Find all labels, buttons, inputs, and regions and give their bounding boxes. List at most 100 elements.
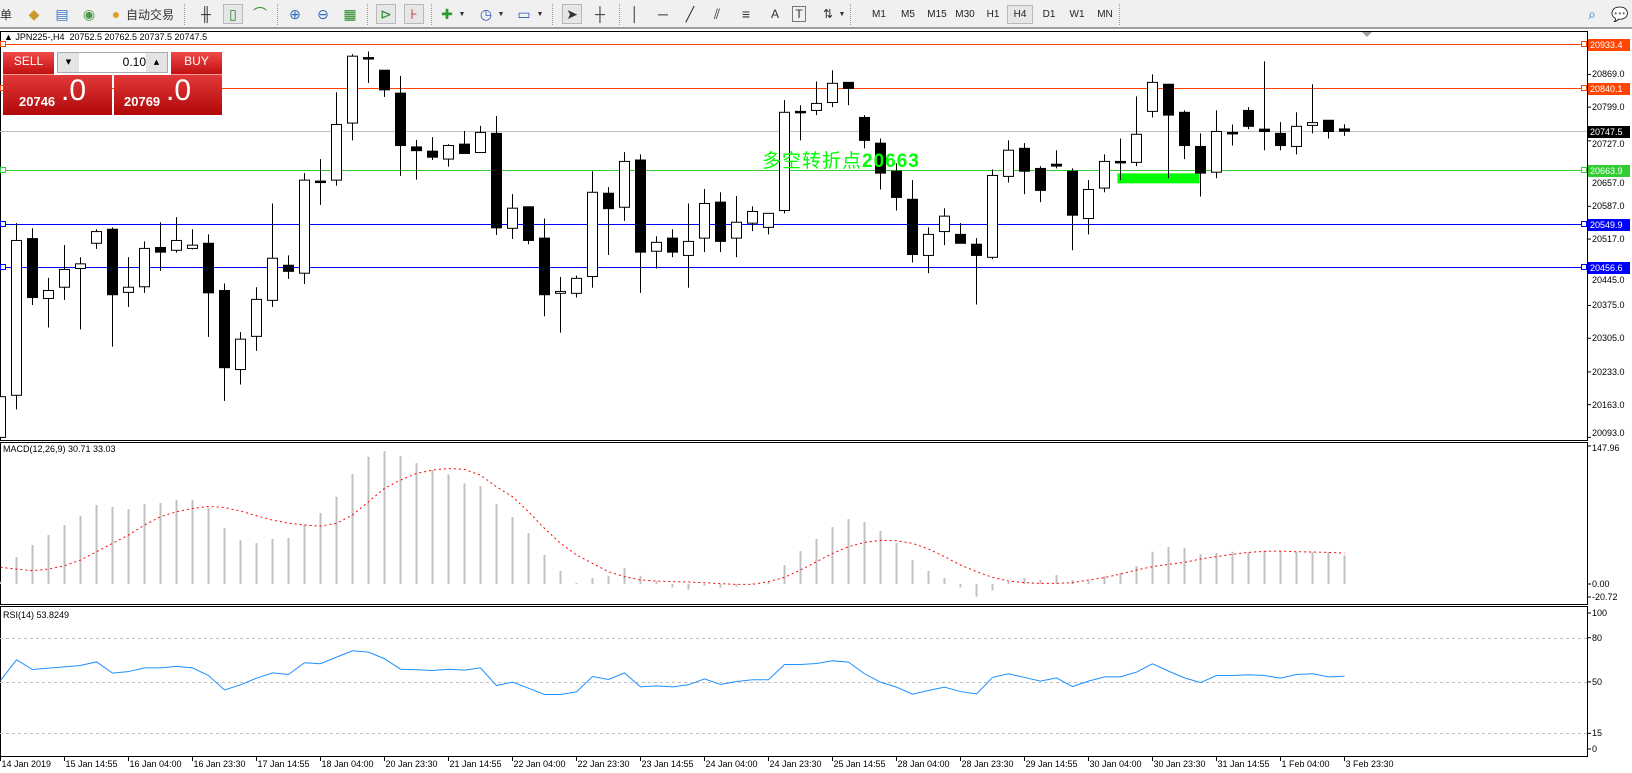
- gold-bars-icon[interactable]: ◆: [28, 5, 40, 22]
- rsi-axis-label: 100: [1592, 608, 1608, 618]
- candle-bearish: [107, 228, 118, 296]
- candle-bearish: [491, 132, 502, 229]
- bar-chart-icon[interactable]: ╫: [201, 6, 211, 22]
- horizontal-line-icon[interactable]: ─: [658, 6, 668, 22]
- sell-price-button[interactable]: 20746 .0: [3, 74, 112, 115]
- candle-bullish: [731, 221, 742, 239]
- chevron-down-icon[interactable]: ▼: [458, 10, 466, 18]
- candlestick-icon[interactable]: ▯: [223, 4, 243, 24]
- sell-button[interactable]: SELL: [3, 52, 54, 75]
- collapse-triangle-icon[interactable]: ▲: [4, 32, 16, 42]
- timeframe-w1[interactable]: W1: [1069, 9, 1085, 20]
- terminal-icon[interactable]: ▤: [55, 5, 69, 22]
- candle-bearish: [523, 206, 534, 241]
- symbol-ohlc: JPN225-,H4 20752.5 20762.5 20737.5 20747…: [15, 32, 208, 42]
- candle-bullish: [555, 290, 566, 294]
- auto-scroll-icon[interactable]: ⊦: [404, 4, 424, 24]
- time-axis-label: 18 Jan 04:00: [321, 759, 374, 769]
- add-indicator-icon[interactable]: ✚: [441, 5, 453, 22]
- time-axis-label: 23 Jan 14:55: [641, 759, 694, 769]
- periods-clock-icon[interactable]: ◷: [479, 5, 493, 22]
- zoom-in-icon[interactable]: ⊕: [289, 5, 301, 22]
- equidistant-channel-icon[interactable]: ⫽: [713, 5, 721, 22]
- volume-input[interactable]: 0.10: [122, 55, 146, 69]
- macd-panel-frame: [0, 442, 1588, 605]
- timeframe-m30[interactable]: M30: [955, 9, 975, 20]
- cursor-icon[interactable]: ➤: [562, 4, 582, 24]
- candle-bearish: [1179, 111, 1190, 147]
- time-axis-label: 22 Jan 23:30: [577, 759, 630, 769]
- trend-line-icon[interactable]: ╱: [685, 5, 695, 22]
- pivot-annotation[interactable]: 多空转折点20663: [762, 146, 920, 173]
- chevron-down-icon[interactable]: ▼: [536, 10, 544, 18]
- candle-bullish: [0, 396, 6, 438]
- candle-bullish: [59, 268, 70, 288]
- line-handle-icon[interactable]: [1581, 264, 1587, 270]
- buy-price-button[interactable]: 20769 .0: [114, 74, 222, 115]
- timeframe-h1[interactable]: H1: [986, 9, 1000, 20]
- text-label-icon[interactable]: T: [792, 6, 806, 22]
- auto-trading-button[interactable]: 自动交易: [126, 7, 175, 22]
- templates-icon[interactable]: ▭: [517, 5, 531, 22]
- new-order-label[interactable]: 单: [0, 7, 13, 22]
- line-chart-icon[interactable]: ⌒: [253, 6, 267, 22]
- price-axis-label: 20727.0: [1592, 138, 1625, 149]
- line-handle-icon[interactable]: [0, 41, 6, 47]
- zoom-out-icon[interactable]: ⊖: [317, 5, 329, 22]
- fibonacci-icon[interactable]: ≡: [741, 6, 751, 22]
- search-icon[interactable]: ⌕: [1588, 5, 1596, 22]
- line-handle-icon[interactable]: [1581, 41, 1587, 47]
- candle-bearish: [283, 264, 294, 272]
- chat-icon[interactable]: 💬: [1611, 5, 1629, 22]
- toolbar-separator: [277, 4, 279, 25]
- arrows-icon[interactable]: ⇅: [822, 7, 834, 21]
- price-axis-label: 20517.0: [1592, 234, 1625, 245]
- sell-price-main: 20746: [19, 94, 56, 109]
- line-handle-icon[interactable]: [0, 264, 6, 270]
- candle-bullish: [987, 174, 998, 258]
- volume-stepper[interactable]: ▼ 0.10 ▲: [57, 52, 168, 73]
- rsi-label: RSI(14) 53.8249: [3, 610, 70, 620]
- candle-bullish: [475, 131, 486, 154]
- time-axis-label: 15 Jan 14:55: [65, 759, 118, 769]
- candle-bearish: [1259, 128, 1270, 132]
- timeframe-d1[interactable]: D1: [1042, 9, 1056, 20]
- buy-button[interactable]: BUY: [171, 52, 222, 75]
- timeframe-m1[interactable]: M1: [872, 9, 886, 20]
- candle-bullish: [747, 210, 758, 224]
- price-axis-label: 20869.0: [1592, 69, 1625, 80]
- chart-shift-icon[interactable]: ⊳: [376, 4, 396, 24]
- rsi-axis-label: 0: [1592, 744, 1598, 754]
- candle-bearish: [1163, 83, 1174, 116]
- signal-antenna-icon[interactable]: ◉: [82, 5, 96, 22]
- timeframe-mn[interactable]: MN: [1097, 9, 1113, 20]
- crosshair-icon[interactable]: ┼: [595, 6, 605, 22]
- tile-windows-icon[interactable]: ▦: [343, 5, 357, 22]
- line-handle-icon[interactable]: [1581, 85, 1587, 91]
- candle-bearish: [907, 198, 918, 255]
- volume-down-button[interactable]: ▼: [58, 53, 79, 72]
- volume-up-button[interactable]: ▲: [146, 53, 167, 72]
- pivot-zone-bar[interactable]: [1117, 173, 1200, 184]
- line-handle-icon[interactable]: [0, 221, 6, 227]
- line-handle-icon[interactable]: [1581, 167, 1587, 173]
- timeframe-m15[interactable]: M15: [927, 9, 947, 20]
- chart-shift-marker-icon[interactable]: [1362, 32, 1372, 37]
- time-axis-label: 21 Jan 14:55: [449, 759, 502, 769]
- timeframe-h4[interactable]: H4: [1007, 5, 1033, 24]
- toolbar-separator: [552, 4, 554, 25]
- line-handle-icon[interactable]: [1581, 221, 1587, 227]
- chevron-down-icon[interactable]: ▼: [497, 10, 505, 18]
- candle-bullish: [347, 55, 358, 124]
- line-handle-icon[interactable]: [0, 167, 6, 173]
- chevron-down-icon[interactable]: ▼: [838, 10, 846, 18]
- timeframe-m5[interactable]: M5: [901, 9, 915, 20]
- auto-trading-icon[interactable]: ●: [111, 6, 121, 22]
- time-axis-label: 17 Jan 14:55: [257, 759, 310, 769]
- candle-bearish: [1051, 163, 1062, 167]
- time-axis-label: 25 Jan 14:55: [833, 759, 886, 769]
- text-icon[interactable]: A: [770, 7, 779, 21]
- vertical-line-icon[interactable]: │: [630, 6, 640, 22]
- price-axis-label: 20799.0: [1592, 102, 1625, 113]
